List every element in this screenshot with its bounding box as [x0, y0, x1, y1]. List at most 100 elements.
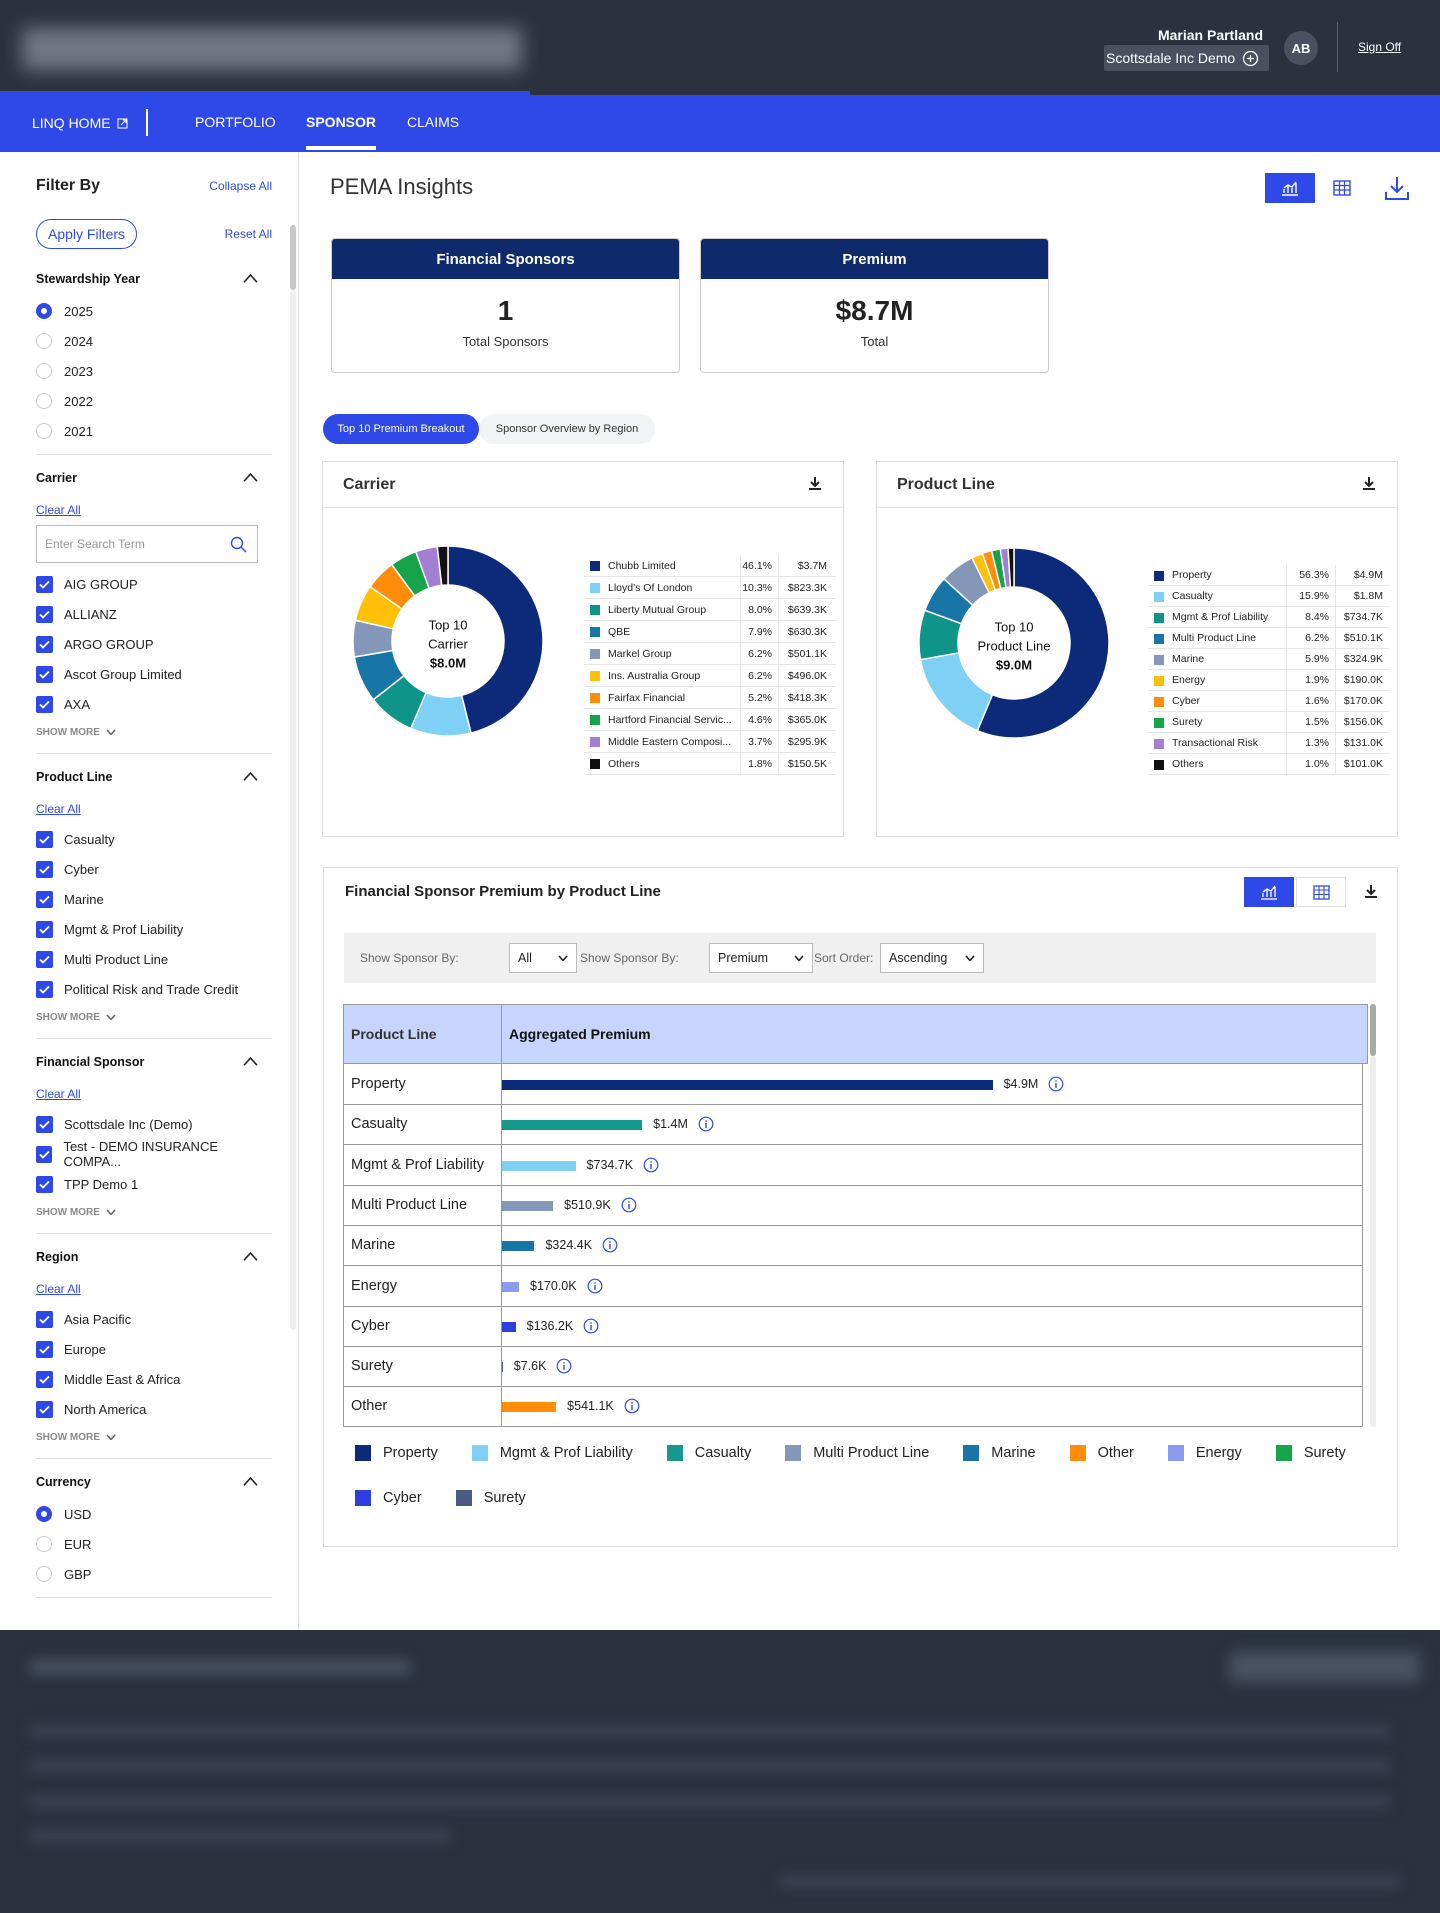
search-box[interactable]: Enter Search Term: [36, 525, 258, 563]
legend-item[interactable]: Marine: [963, 1442, 1036, 1464]
nav-item[interactable]: CLAIMS: [407, 114, 460, 130]
show-more[interactable]: SHOW MORE: [36, 1424, 272, 1450]
info-button[interactable]: [624, 1398, 640, 1414]
collapse-toggle[interactable]: [243, 1250, 258, 1264]
collapse-toggle[interactable]: [243, 272, 258, 286]
filter-option[interactable]: Mgmt & Prof Liability: [36, 914, 272, 944]
filter-option[interactable]: North America: [36, 1394, 272, 1424]
filter-option[interactable]: Marine: [36, 884, 272, 914]
collapse-toggle[interactable]: [243, 1475, 258, 1489]
info-button[interactable]: [587, 1278, 603, 1294]
filter-option[interactable]: AIG GROUP: [36, 569, 272, 599]
legend-item[interactable]: Casualty: [666, 1442, 751, 1464]
table-view-button[interactable]: [1319, 173, 1365, 203]
option-label: TPP Demo 1: [64, 1176, 139, 1192]
filter-option[interactable]: Test - DEMO INSURANCE COMPA...: [36, 1139, 272, 1169]
legend-item[interactable]: Cyber: [355, 1487, 422, 1509]
show-more[interactable]: SHOW MORE: [36, 719, 272, 745]
panel-download[interactable]: [1362, 476, 1378, 492]
tab[interactable]: Sponsor Overview by Region: [495, 423, 639, 435]
filter-option[interactable]: USD: [36, 1499, 272, 1529]
legend-item[interactable]: Mgmt & Prof Liability: [471, 1442, 633, 1464]
legend-divider: [1286, 607, 1287, 628]
apply-filters[interactable]: Apply Filters: [36, 219, 138, 249]
filter-option[interactable]: AXA: [36, 689, 272, 719]
section-header[interactable]: Currency: [36, 1465, 272, 1499]
option-label: AIG GROUP: [64, 576, 138, 592]
filter-option[interactable]: 2024: [36, 326, 272, 356]
filter-option[interactable]: 2022: [36, 386, 272, 416]
filter-option[interactable]: GBP: [36, 1559, 272, 1589]
filter-option[interactable]: Asia Pacific: [36, 1304, 272, 1334]
legend-item[interactable]: Multi Product Line: [785, 1442, 929, 1464]
info-button[interactable]: [643, 1157, 659, 1173]
avatar[interactable]: AB: [1284, 31, 1318, 65]
legend-swatch: [1069, 1445, 1086, 1461]
clear-all[interactable]: Clear All: [36, 1282, 81, 1296]
info-button[interactable]: [556, 1358, 572, 1374]
filter-option[interactable]: Casualty: [36, 824, 272, 854]
legend-item[interactable]: Surety: [1275, 1442, 1346, 1464]
section-header[interactable]: Product Line: [36, 760, 272, 794]
account-switcher[interactable]: Scottsdale Inc Demo: [1104, 45, 1269, 71]
info-button[interactable]: [698, 1116, 714, 1132]
filter-option[interactable]: Political Risk and Trade Credit: [36, 974, 272, 1004]
collapse-toggle[interactable]: [243, 1055, 258, 1069]
filter-option[interactable]: ALLIANZ: [36, 599, 272, 629]
clear-all[interactable]: Clear All: [36, 503, 81, 517]
info-button[interactable]: [602, 1237, 618, 1253]
footer-blur: [30, 1725, 1390, 1737]
tab[interactable]: Top 10 Premium Breakout: [323, 414, 479, 444]
reset-all[interactable]: Reset All: [224, 227, 272, 241]
filter-option[interactable]: 2023: [36, 356, 272, 386]
table-view-button[interactable]: [1296, 877, 1346, 907]
legend-item[interactable]: Property: [355, 1442, 438, 1464]
legend-item[interactable]: Energy: [1167, 1442, 1242, 1464]
clear-all[interactable]: Clear All: [36, 1087, 81, 1101]
filter-option[interactable]: ARGO GROUP: [36, 629, 272, 659]
panel-download[interactable]: [1364, 884, 1380, 900]
filter-select[interactable]: All: [509, 943, 577, 973]
value-text: $541.1K: [567, 1399, 614, 1414]
info-button[interactable]: [583, 1318, 599, 1334]
home-link[interactable]: LINQ HOME: [32, 115, 128, 131]
section-header[interactable]: Carrier: [36, 461, 272, 495]
filter-option[interactable]: Multi Product Line: [36, 944, 272, 974]
clear-all[interactable]: Clear All: [36, 802, 81, 816]
filter-option[interactable]: Scottsdale Inc (Demo): [36, 1109, 272, 1139]
filter-option[interactable]: Europe: [36, 1334, 272, 1364]
account-name: Scottsdale Inc Demo: [1106, 50, 1236, 66]
filter-option[interactable]: EUR: [36, 1529, 272, 1559]
option-label: 2023: [64, 363, 93, 379]
collapse-toggle[interactable]: [243, 770, 258, 784]
legend-item[interactable]: Other: [1069, 1442, 1134, 1464]
download-button[interactable]: [1382, 173, 1412, 203]
collapse-all[interactable]: Collapse All: [209, 179, 272, 193]
filter-option[interactable]: Cyber: [36, 854, 272, 884]
nav-item[interactable]: SPONSOR: [306, 114, 377, 130]
legend-percent: 5.2%: [748, 692, 772, 704]
chart-view-button[interactable]: [1244, 877, 1294, 907]
filter-option[interactable]: Ascot Group Limited: [36, 659, 272, 689]
filter-option[interactable]: Middle East & Africa: [36, 1364, 272, 1394]
panel-download[interactable]: [808, 476, 824, 492]
legend-item[interactable]: Surety: [455, 1487, 526, 1509]
info-button[interactable]: [1048, 1076, 1064, 1092]
section-header[interactable]: Financial Sponsor: [36, 1045, 272, 1079]
info-button[interactable]: [621, 1197, 637, 1213]
nav-item[interactable]: PORTFOLIO: [195, 114, 276, 130]
filter-option[interactable]: TPP Demo 1: [36, 1169, 272, 1199]
filter-select[interactable]: Premium: [709, 943, 813, 973]
collapse-toggle[interactable]: [243, 471, 258, 485]
filter-option[interactable]: 2021: [36, 416, 272, 446]
section-header[interactable]: Region: [36, 1240, 272, 1274]
chart-view-button[interactable]: [1265, 173, 1315, 203]
show-more[interactable]: SHOW MORE: [36, 1199, 272, 1225]
filter-select[interactable]: Ascending: [880, 943, 984, 973]
filter-option[interactable]: 2025: [36, 296, 272, 326]
show-more[interactable]: SHOW MORE: [36, 1004, 272, 1030]
value-text: $4.9M: [1003, 1077, 1039, 1091]
sign-off[interactable]: Sign Off: [1358, 40, 1402, 54]
info-icon: [621, 1197, 637, 1213]
section-header[interactable]: Stewardship Year: [36, 262, 272, 296]
